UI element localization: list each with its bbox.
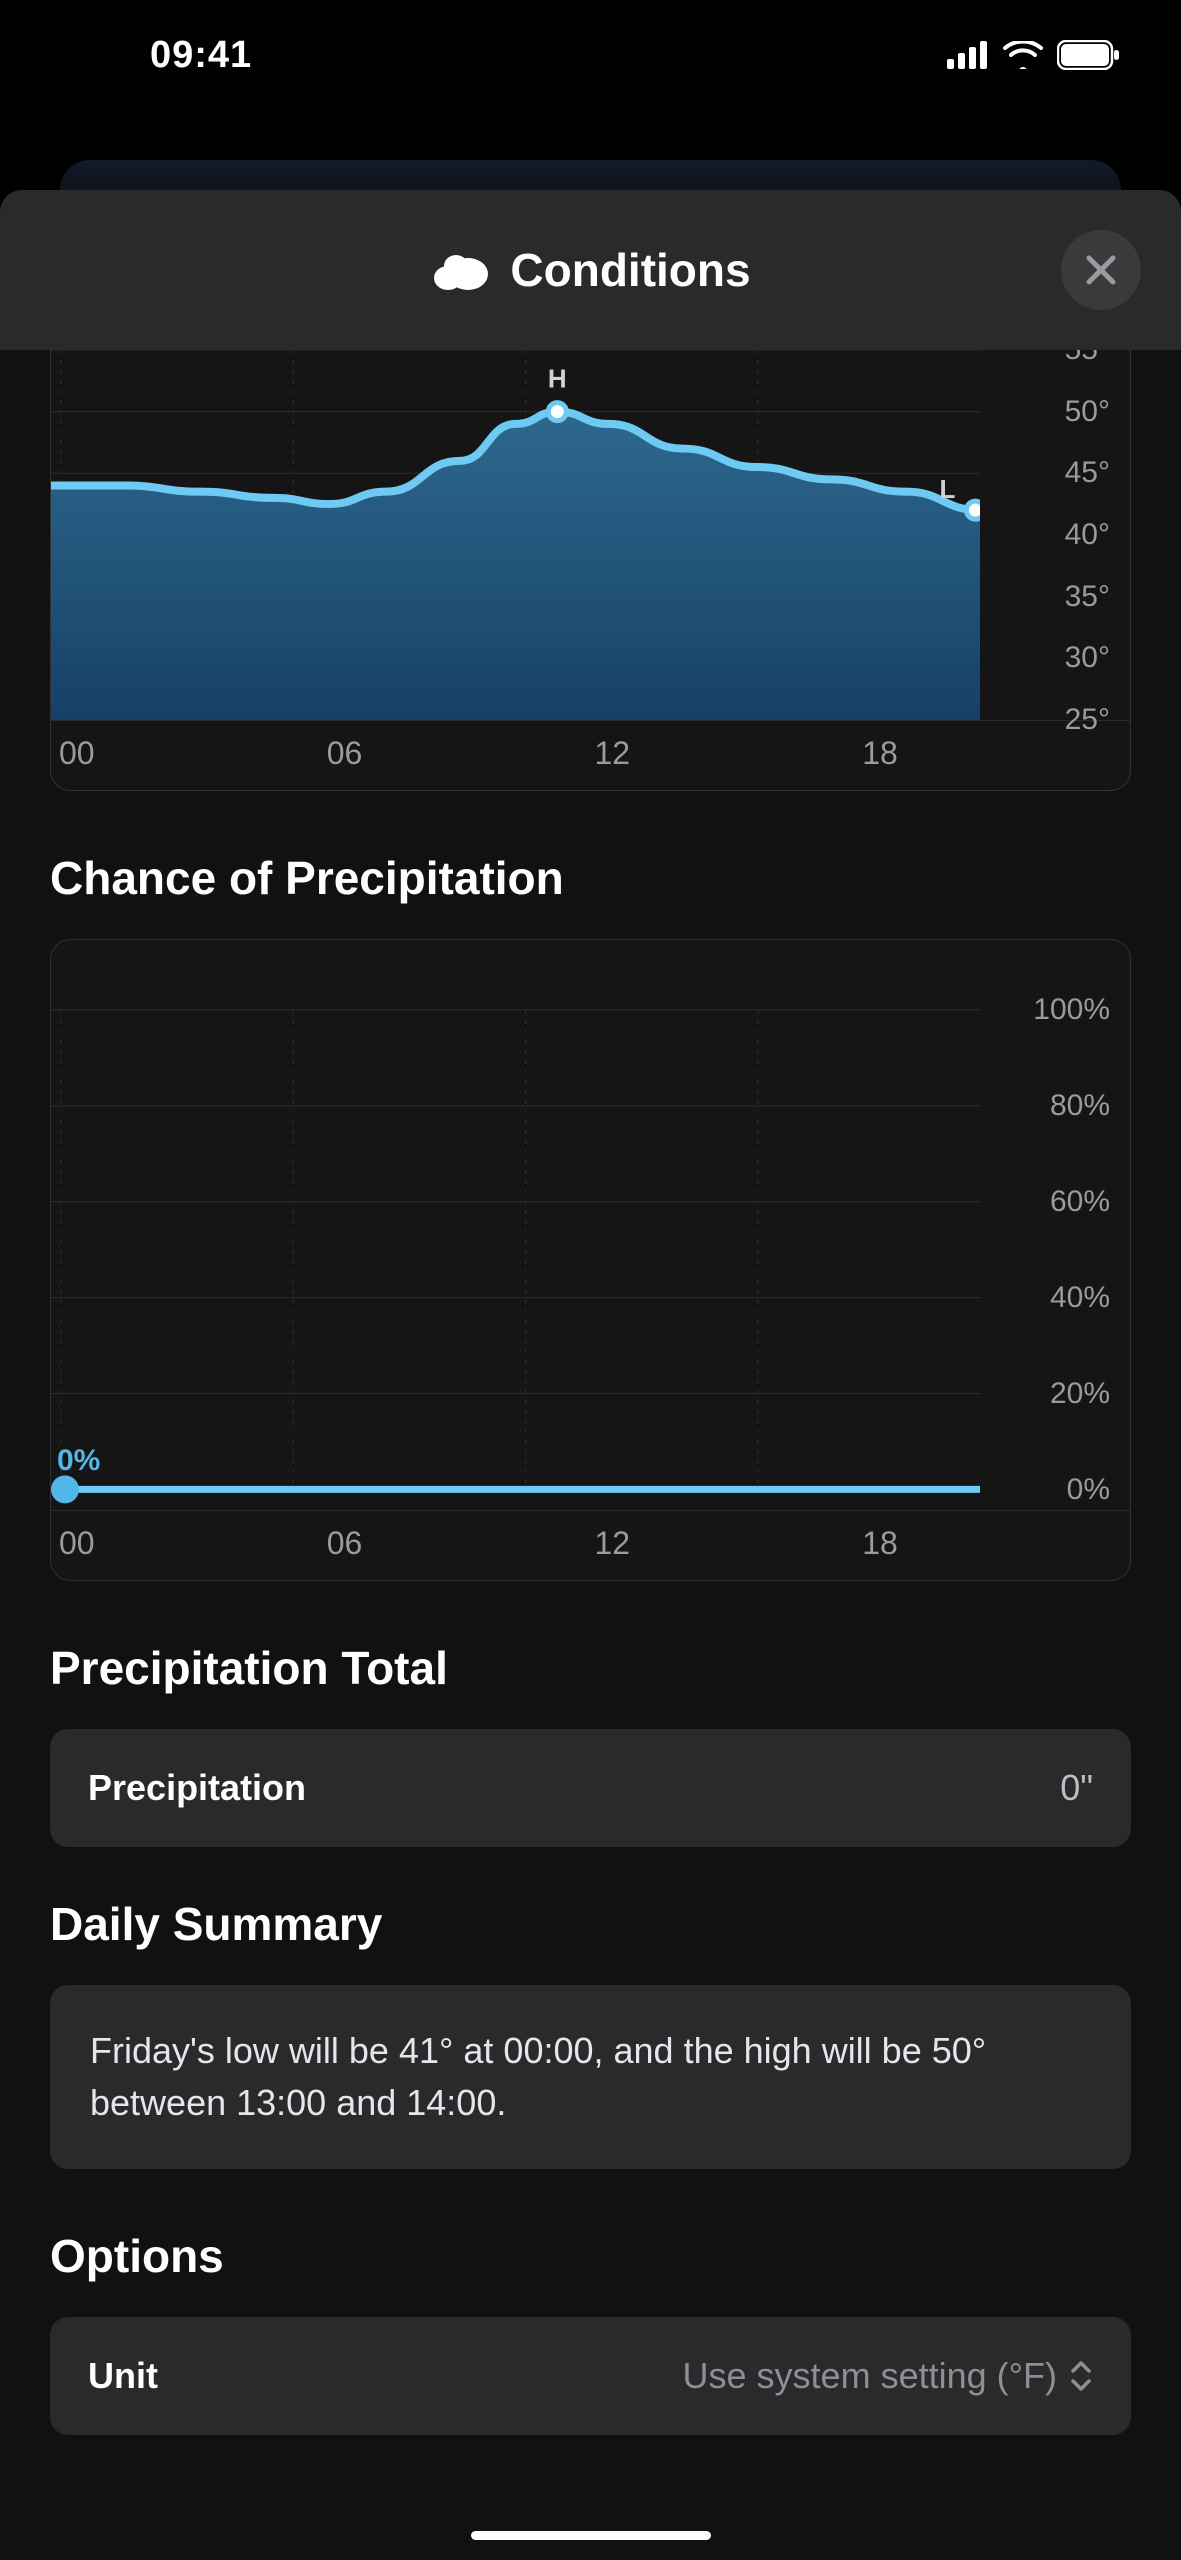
svg-text:L: L [940, 474, 956, 504]
status-bar: 09:41 [0, 0, 1181, 110]
temp-xtick-label: 18 [862, 735, 1130, 772]
precip-chart-card[interactable]: 0% 100% 80% 60% 40% 20% 0% 00061218 [50, 939, 1131, 1581]
daily-summary-title: Daily Summary [50, 1897, 1131, 1951]
precip-ytick-label: 40% [1050, 1281, 1110, 1315]
temp-ytick-label: 25° [1065, 703, 1110, 737]
precip-current-value-label: 0% [57, 1444, 100, 1478]
unit-label: Unit [88, 2355, 158, 2397]
temp-xtick-label: 06 [327, 735, 595, 772]
unit-value-text: Use system setting (°F) [683, 2355, 1057, 2397]
sheet-header: Conditions [0, 190, 1181, 350]
precip-xtick-label: 06 [327, 1525, 595, 1562]
updown-chevron-icon [1069, 2359, 1093, 2393]
temp-xtick-label: 00 [59, 735, 327, 772]
precip-ytick-label: 60% [1050, 1185, 1110, 1219]
precip-ytick-label: 0% [1067, 1473, 1110, 1507]
close-icon [1084, 253, 1118, 287]
daily-summary-text: Friday's low will be 41° at 00:00, and t… [90, 2025, 1091, 2129]
sheet-title: Conditions [510, 243, 750, 297]
temperature-chart: HL [51, 350, 980, 720]
precip-ytick-label: 20% [1050, 1377, 1110, 1411]
precip-xtick-label: 00 [59, 1525, 327, 1562]
temp-ytick-label: 30° [1065, 641, 1110, 675]
precip-ytick-label: 80% [1050, 1089, 1110, 1123]
daily-summary-card: Friday's low will be 41° at 00:00, and t… [50, 1985, 1131, 2169]
battery-icon [1057, 40, 1121, 70]
cloud-icon [430, 248, 490, 292]
precip-chart-yaxis: 100% 80% 60% 40% 20% 0% [980, 940, 1130, 1510]
temperature-chart-card[interactable]: HL 55°50°45°40°35°30°25° 00061218 [50, 350, 1131, 791]
temp-ytick-label: 50° [1065, 395, 1110, 429]
home-indicator[interactable] [471, 2531, 711, 2540]
unit-value: Use system setting (°F) [683, 2355, 1093, 2397]
options-title: Options [50, 2229, 1131, 2283]
status-time: 09:41 [150, 34, 252, 77]
svg-text:H: H [548, 364, 567, 394]
precip-total-title: Precipitation Total [50, 1641, 1131, 1695]
precip-xtick-label: 18 [862, 1525, 1130, 1562]
temp-ytick-label: 35° [1065, 580, 1110, 614]
precip-chart [51, 940, 980, 1509]
precip-total-label: Precipitation [88, 1767, 306, 1809]
unit-selector-row[interactable]: Unit Use system setting (°F) [50, 2317, 1131, 2435]
precip-total-value: 0" [1060, 1767, 1093, 1809]
status-indicators [947, 40, 1121, 70]
wifi-icon [1003, 41, 1043, 69]
temperature-chart-yaxis: 55°50°45°40°35°30°25° [980, 350, 1130, 720]
temperature-chart-xaxis: 00061218 [51, 720, 1130, 790]
precip-section-title: Chance of Precipitation [50, 851, 1131, 905]
precip-chart-xaxis: 00061218 [51, 1510, 1130, 1580]
precip-xtick-label: 12 [595, 1525, 863, 1562]
close-button[interactable] [1061, 230, 1141, 310]
temp-ytick-label: 55° [1065, 350, 1110, 367]
cellular-icon [947, 41, 989, 69]
conditions-sheet: Conditions HL 55°50°45°40°35°30°25° 0006… [0, 190, 1181, 2560]
sheet-content: HL 55°50°45°40°35°30°25° 00061218 Chance… [0, 350, 1181, 2560]
precip-total-row[interactable]: Precipitation 0" [50, 1729, 1131, 1847]
precip-ytick-label: 100% [1033, 993, 1110, 1027]
temp-ytick-label: 45° [1065, 456, 1110, 490]
temp-xtick-label: 12 [595, 735, 863, 772]
temp-ytick-label: 40° [1065, 518, 1110, 552]
